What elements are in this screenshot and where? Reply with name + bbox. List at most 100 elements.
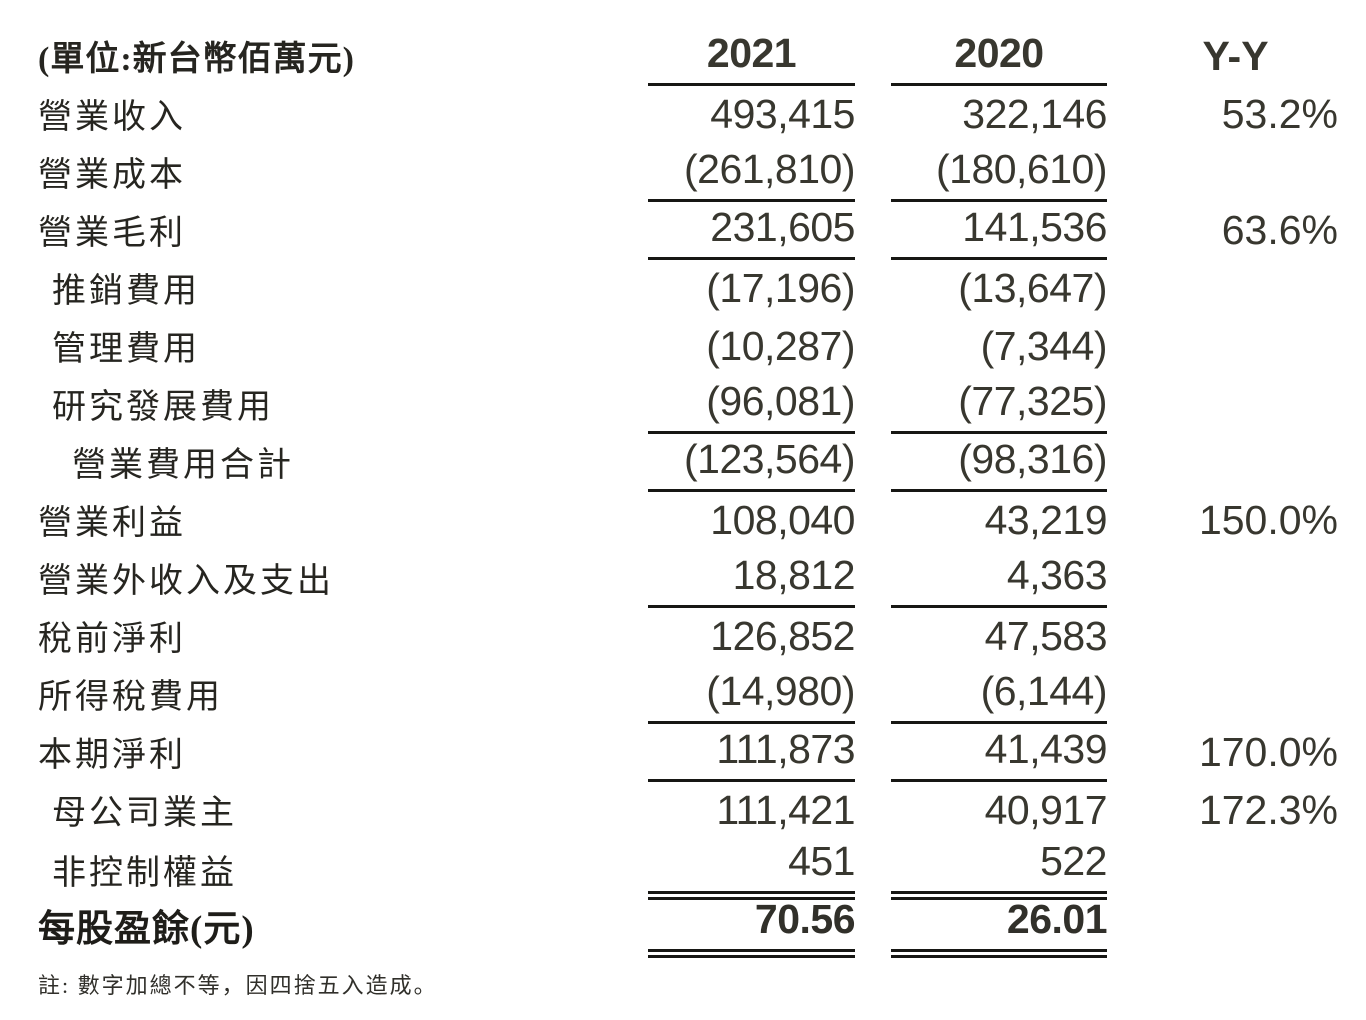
value-yoy: 63.6% bbox=[1221, 206, 1338, 253]
column-header-yoy: Y-Y bbox=[1202, 32, 1269, 79]
value-2021: 493,415 bbox=[710, 90, 855, 137]
column-gap bbox=[855, 666, 891, 724]
income-statement-table: (單位:新台幣佰萬元) 2021 2020 Y-Y 營業收入 493,415 3… bbox=[38, 24, 1340, 959]
footnote: 註: 數字加總不等，因四捨五入造成。 bbox=[38, 973, 438, 998]
value-2020: 47,583 bbox=[984, 612, 1108, 659]
value-2021: 126,852 bbox=[710, 612, 855, 659]
value-yoy bbox=[1107, 368, 1340, 376]
value-yoy bbox=[1107, 484, 1340, 492]
table-row: 推銷費用 (17,196) (13,647) bbox=[38, 260, 1340, 318]
table-row: 營業成本 (261,810) (180,610) bbox=[38, 144, 1340, 202]
column-gap bbox=[855, 144, 891, 202]
value-yoy bbox=[1107, 194, 1340, 202]
column-gap bbox=[855, 840, 891, 900]
column-gap bbox=[855, 492, 891, 550]
table-row: 營業利益 108,040 43,219 150.0% bbox=[38, 492, 1340, 550]
value-2021: (123,564) bbox=[648, 437, 856, 492]
value-2021: 111,873 bbox=[648, 727, 856, 782]
table-row: 非控制權益 451 522 bbox=[38, 839, 1340, 901]
column-gap bbox=[855, 782, 891, 840]
value-yoy bbox=[1107, 310, 1340, 318]
value-2021: 231,605 bbox=[648, 205, 856, 260]
value-2021: 18,812 bbox=[648, 553, 856, 608]
value-2020: (13,647) bbox=[958, 264, 1107, 311]
value-2020: 522 bbox=[891, 839, 1108, 901]
table-row: 營業收入 493,415 322,146 53.2% bbox=[38, 86, 1340, 144]
column-gap bbox=[855, 86, 891, 144]
row-label: 營業利益 bbox=[38, 505, 186, 543]
value-2021: (10,287) bbox=[706, 322, 855, 369]
row-label: 研究發展費用 bbox=[52, 389, 274, 427]
value-yoy bbox=[1107, 426, 1340, 434]
value-2020: (7,344) bbox=[980, 322, 1108, 369]
value-2021: (261,810) bbox=[648, 147, 856, 202]
value-2021: 108,040 bbox=[710, 496, 855, 543]
column-gap bbox=[855, 24, 891, 86]
column-gap bbox=[855, 724, 891, 782]
row-label: 推銷費用 bbox=[52, 273, 200, 311]
column-gap bbox=[855, 898, 891, 958]
value-2020: (77,325) bbox=[891, 379, 1108, 434]
value-2021: (17,196) bbox=[706, 264, 855, 311]
table-header-row: (單位:新台幣佰萬元) 2021 2020 Y-Y bbox=[38, 24, 1340, 86]
value-yoy bbox=[1107, 950, 1340, 958]
value-2020: 26.01 bbox=[891, 897, 1108, 959]
row-label: 營業成本 bbox=[38, 157, 186, 195]
table-row: 稅前淨利 126,852 47,583 bbox=[38, 608, 1340, 666]
value-2021: (96,081) bbox=[648, 379, 856, 434]
value-yoy: 150.0% bbox=[1198, 496, 1338, 543]
row-label: 非控制權益 bbox=[52, 855, 237, 893]
value-2020: 41,439 bbox=[891, 727, 1108, 782]
value-2020: 43,219 bbox=[984, 496, 1108, 543]
value-yoy bbox=[1107, 716, 1340, 724]
value-2020: 40,917 bbox=[984, 786, 1108, 833]
value-yoy bbox=[1107, 600, 1340, 608]
row-label: 營業費用合計 bbox=[72, 447, 294, 485]
column-header-2020: 2020 bbox=[891, 31, 1107, 86]
row-label: 營業毛利 bbox=[38, 215, 186, 253]
value-yoy bbox=[1107, 892, 1340, 900]
row-label: 所得稅費用 bbox=[38, 679, 223, 717]
value-2020: 4,363 bbox=[891, 553, 1108, 608]
row-label: 每股盈餘(元) bbox=[38, 909, 255, 951]
value-2020: (180,610) bbox=[891, 147, 1108, 202]
value-2021: 451 bbox=[648, 839, 856, 901]
value-2020: (98,316) bbox=[891, 437, 1108, 492]
row-label: 營業收入 bbox=[38, 99, 186, 137]
column-gap bbox=[855, 260, 891, 318]
column-gap bbox=[855, 318, 891, 376]
row-label: 管理費用 bbox=[52, 331, 200, 369]
table-row: 每股盈餘(元) 70.56 26.01 bbox=[38, 897, 1340, 959]
column-gap bbox=[855, 434, 891, 492]
row-label: 營業外收入及支出 bbox=[38, 563, 334, 601]
value-yoy: 53.2% bbox=[1221, 90, 1338, 137]
value-2020: (6,144) bbox=[891, 669, 1108, 724]
table-rows: 營業收入 493,415 322,146 53.2% 營業成本 (261,810… bbox=[38, 86, 1340, 959]
table-row: 研究發展費用 (96,081) (77,325) bbox=[38, 376, 1340, 434]
column-gap bbox=[855, 202, 891, 260]
table-row: 管理費用 (10,287) (7,344) bbox=[38, 318, 1340, 376]
table-row: 母公司業主 111,421 40,917 172.3% bbox=[38, 782, 1340, 840]
column-gap bbox=[855, 376, 891, 434]
value-2021: (14,980) bbox=[648, 669, 856, 724]
row-label: 母公司業主 bbox=[52, 795, 237, 833]
value-2020: 322,146 bbox=[962, 90, 1107, 137]
value-2020: 141,536 bbox=[891, 205, 1108, 260]
value-yoy: 170.0% bbox=[1198, 728, 1338, 775]
row-label: 稅前淨利 bbox=[38, 621, 186, 659]
column-header-2021: 2021 bbox=[648, 31, 855, 86]
table-row: 營業外收入及支出 18,812 4,363 bbox=[38, 550, 1340, 608]
column-gap bbox=[855, 550, 891, 608]
table-row: 本期淨利 111,873 41,439 170.0% bbox=[38, 724, 1340, 782]
row-label: 本期淨利 bbox=[38, 737, 186, 775]
unit-label: (單位:新台幣佰萬元) bbox=[38, 41, 355, 79]
table-row: 營業毛利 231,605 141,536 63.6% bbox=[38, 202, 1340, 260]
table-row: 營業費用合計 (123,564) (98,316) bbox=[38, 434, 1340, 492]
value-yoy: 172.3% bbox=[1198, 786, 1338, 833]
value-yoy bbox=[1107, 658, 1340, 666]
value-2021: 111,421 bbox=[716, 786, 855, 833]
value-2021: 70.56 bbox=[648, 897, 856, 959]
column-gap bbox=[855, 608, 891, 666]
table-row: 所得稅費用 (14,980) (6,144) bbox=[38, 666, 1340, 724]
